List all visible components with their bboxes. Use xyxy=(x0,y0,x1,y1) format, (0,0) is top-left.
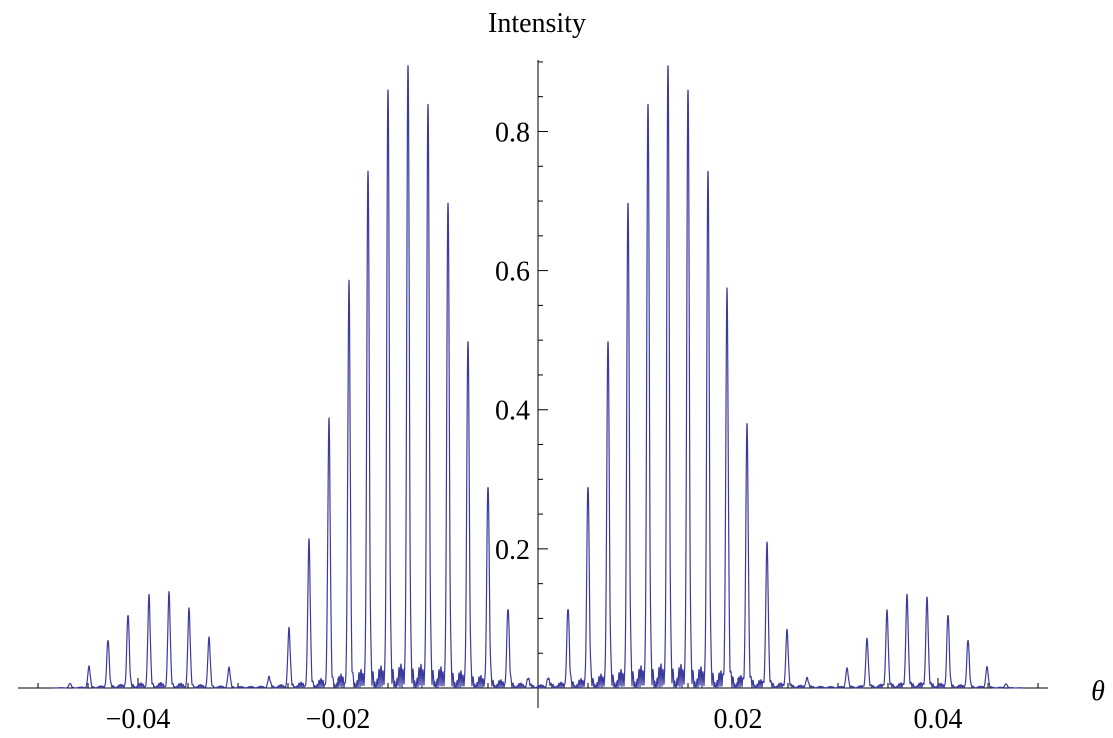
x-tick-label: 0.02 xyxy=(714,704,763,735)
x-axis-title: θ xyxy=(1091,676,1105,707)
x-tick-label: −0.04 xyxy=(106,704,171,735)
x-tick-labels: −0.04 −0.02 0.02 0.04 xyxy=(106,704,963,735)
y-tick-label: 0.6 xyxy=(495,257,530,288)
y-axis-title: Intensity xyxy=(488,8,586,39)
y-tick-label: 0.4 xyxy=(495,396,530,427)
series-layer xyxy=(52,65,1024,689)
y-ticks xyxy=(538,61,548,654)
axes xyxy=(18,60,1048,708)
y-tick-label: 0.2 xyxy=(495,535,530,566)
y-tick-labels: 0.2 0.4 0.6 0.8 xyxy=(495,117,530,565)
x-tick-label: −0.02 xyxy=(306,704,371,735)
intensity-series-line xyxy=(52,65,1024,689)
y-tick-label: 0.8 xyxy=(495,117,530,148)
x-tick-label: 0.04 xyxy=(914,704,963,735)
